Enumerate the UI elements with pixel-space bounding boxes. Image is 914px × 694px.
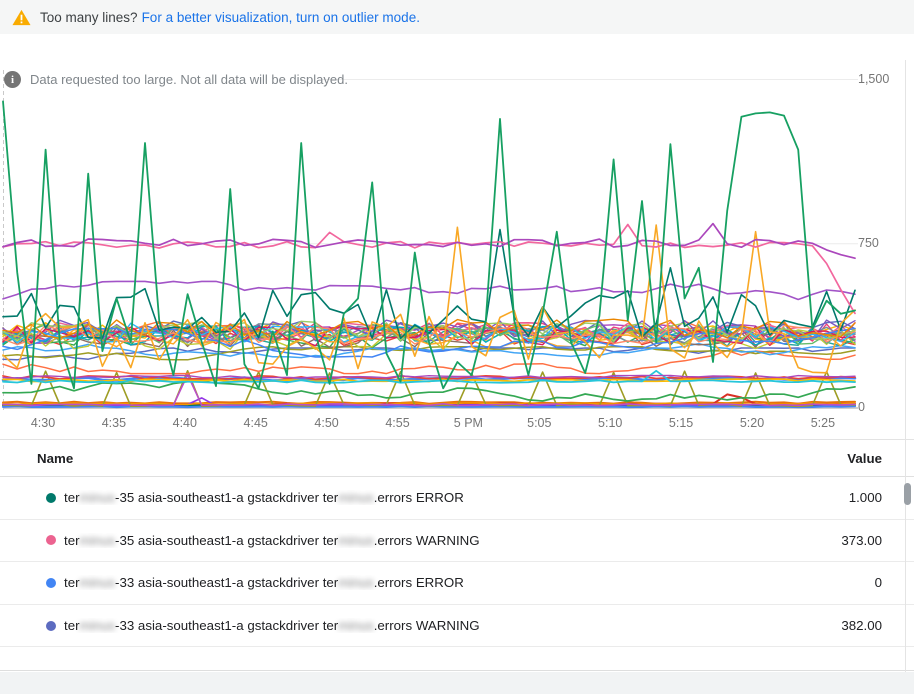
table-row[interactable]: terminus-33 asia-southeast1-a gstackdriv… (0, 562, 914, 605)
x-tick-label: 5 PM (453, 416, 483, 430)
info-circle-icon: i (4, 71, 21, 88)
series-value: 0 (874, 575, 882, 591)
legend-table-header: Name Value (0, 440, 914, 477)
x-tick-label: 4:55 (385, 416, 410, 430)
series-line-unlabeled[interactable] (2, 318, 856, 339)
series-line-unlabeled[interactable] (2, 373, 856, 407)
series-line-unlabeled[interactable] (2, 280, 856, 301)
series-line-unlabeled[interactable] (2, 224, 856, 374)
series-line-unlabeled[interactable] (2, 342, 856, 359)
page-background-strip (0, 672, 914, 694)
x-tick-label: 4:40 (172, 416, 197, 430)
right-border (905, 60, 906, 672)
redacted-text: minus (79, 575, 116, 591)
series-value: 1.000 (848, 490, 882, 506)
column-header-name: Name (37, 451, 74, 466)
table-row-partial (0, 647, 914, 672)
vertical-scrollbar-thumb[interactable] (904, 483, 911, 505)
series-line-unlabeled[interactable] (2, 327, 856, 358)
series-line-unlabeled[interactable] (2, 228, 856, 340)
series-line-unlabeled[interactable] (2, 322, 856, 344)
series-color-dot (46, 492, 56, 503)
y-tick-label: 750 (858, 235, 879, 250)
series-value: 373.00 (841, 532, 882, 548)
redacted-text: minus (79, 532, 116, 548)
column-header-value: Value (847, 451, 882, 466)
series-name: terminus-35 asia-southeast1-a gstackdriv… (64, 532, 480, 548)
data-too-large-notice: i Data requested too large. Not all data… (4, 71, 348, 88)
x-tick-label: 4:30 (30, 416, 56, 430)
outlier-mode-link[interactable]: For a better visualization, turn on outl… (141, 9, 420, 25)
banner-text: Too many lines? (40, 9, 138, 25)
divider (0, 439, 914, 440)
legend-table-body: terminus-35 asia-southeast1-a gstackdriv… (0, 477, 914, 672)
series-line-unlabeled[interactable] (2, 345, 856, 361)
redacted-text: minus (338, 490, 374, 506)
series-name: terminus-33 asia-southeast1-a gstackdriv… (64, 618, 480, 634)
x-tick-label: 4:35 (101, 416, 127, 430)
chart-canvas[interactable] (0, 70, 914, 416)
redacted-text: minus (338, 618, 374, 634)
x-tick-label: 5:15 (668, 416, 694, 430)
series-line-unlabeled[interactable] (2, 379, 856, 402)
series-color-dot (46, 577, 56, 588)
x-tick-label: 4:50 (314, 416, 339, 430)
series-line-unlabeled[interactable] (2, 374, 856, 379)
series-line-unlabeled[interactable] (2, 320, 856, 342)
warning-banner: Too many lines? For a better visualizati… (0, 0, 914, 34)
redacted-text: minus (79, 618, 116, 634)
notice-text: Data requested too large. Not all data w… (30, 72, 348, 87)
redacted-text: minus (338, 532, 374, 548)
table-row[interactable]: terminus-35 asia-southeast1-a gstackdriv… (0, 477, 914, 520)
redacted-text: minus (79, 490, 116, 506)
series-line-unlabeled[interactable] (2, 100, 856, 390)
table-row[interactable]: terminus-35 asia-southeast1-a gstackdriv… (0, 519, 914, 563)
series-line-unlabeled[interactable] (2, 223, 856, 315)
series-color-dot (46, 620, 56, 631)
y-tick-label: 1,500 (858, 71, 890, 86)
x-tick-label: 5:20 (739, 416, 765, 430)
table-row[interactable]: terminus-33 asia-southeast1-a gstackdriv… (0, 604, 914, 648)
series-name: terminus-35 asia-southeast1-a gstackdriv… (64, 490, 464, 506)
series-color-dot (46, 535, 56, 546)
redacted-text: minus (338, 575, 374, 591)
series-name: terminus-33 asia-southeast1-a gstackdriv… (64, 575, 464, 591)
warning-triangle-icon (12, 9, 31, 25)
series-line-unlabeled[interactable] (2, 222, 856, 260)
x-tick-label: 5:25 (810, 416, 836, 430)
y-tick-label: 0 (858, 400, 865, 414)
series-line-unlabeled[interactable] (2, 369, 856, 384)
x-tick-label: 5:05 (527, 416, 552, 430)
series-value: 382.00 (841, 618, 882, 634)
x-tick-label: 5:10 (598, 416, 623, 430)
x-tick-label: 4:45 (243, 416, 268, 430)
